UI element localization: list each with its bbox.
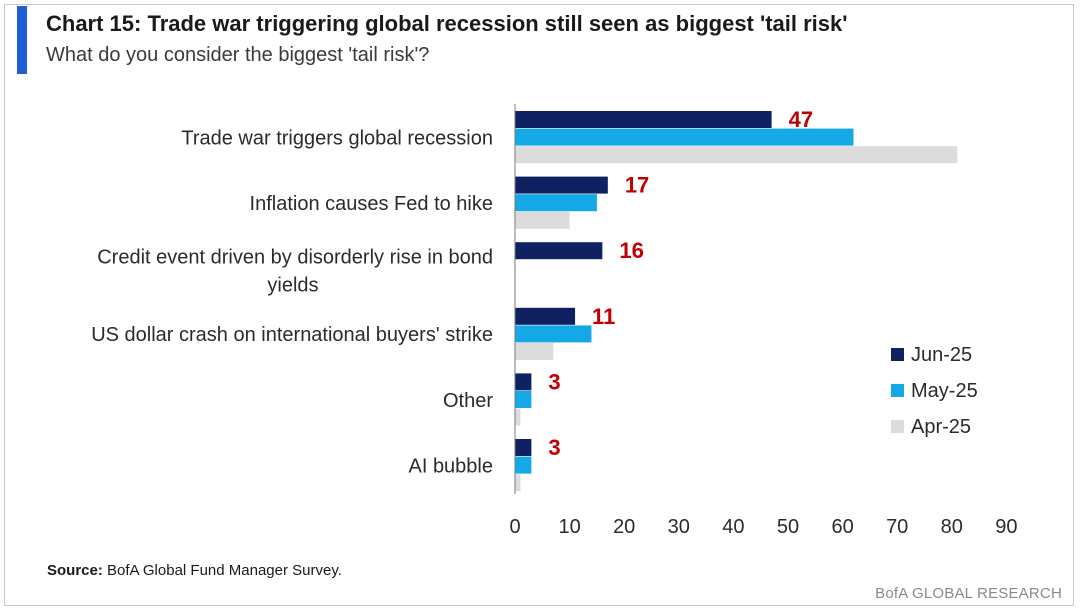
x-tick-0: 0 [509,516,520,538]
x-tick-30: 30 [668,516,690,538]
bar-jun-25-0 [515,111,772,128]
bar-apr-25-5 [515,474,521,492]
x-tick-labels: 0 10 20 30 40 50 60 70 80 90 [509,516,1017,538]
legend-swatch-may-25 [891,384,904,397]
title-accent-bar [17,6,27,74]
legend: Jun-25 May-25 Apr-25 [891,344,978,438]
x-tick-60: 60 [831,516,853,538]
bar-jun-25-4 [515,373,532,391]
legend-label-apr-25: Apr-25 [911,416,971,438]
legend-label-jun-25: Jun-25 [911,344,972,366]
category-label-4: Other [443,390,493,412]
x-tick-90: 90 [995,516,1017,538]
x-tick-40: 40 [722,516,744,538]
x-tick-50: 50 [777,516,799,538]
value-label-1: 17 [625,173,649,198]
bar-apr-25-4 [515,408,521,426]
value-label-0: 47 [789,107,813,132]
source-note: Source: BofA Global Fund Manager Survey. [47,562,342,579]
bars-group [515,111,958,492]
bar-jun-25-3 [515,307,576,325]
source-text: BofA Global Fund Manager Survey. [102,562,342,579]
bar-apr-25-3 [515,343,554,360]
bar-jun-25-5 [515,439,532,456]
x-tick-80: 80 [941,516,963,538]
category-label-2-line-0: Credit event driven by disorderly rise i… [97,247,493,269]
legend-swatch-jun-25 [891,348,904,361]
bar-jun-25-2 [515,242,603,260]
x-tick-20: 20 [613,516,635,538]
value-label-3: 11 [592,304,615,329]
category-label-0: Trade war triggers global recession [181,127,493,149]
brand-footer: BofA GLOBAL RESEARCH [875,585,1062,602]
category-label-5: AI bubble [408,455,493,477]
value-label-5: 3 [548,435,560,460]
chart-title: Chart 15: Trade war triggering global re… [46,11,848,36]
bar-may-25-5 [515,456,532,474]
value-label-4: 3 [548,369,560,394]
category-label-2-line-1: yields [267,275,318,297]
value-label-2: 16 [619,238,643,263]
bar-may-25-1 [515,194,597,212]
category-label-1: Inflation causes Fed to hike [250,193,493,215]
legend-swatch-apr-25 [891,420,904,433]
bar-jun-25-1 [515,176,608,194]
bar-may-25-3 [515,325,592,343]
chart-frame [4,4,1074,606]
category-labels: Trade war triggers global recession Infla… [91,127,493,477]
category-label-3: US dollar crash on international buyers'… [91,324,493,346]
x-tick-10: 10 [558,516,580,538]
bar-apr-25-1 [515,211,570,229]
bar-may-25-0 [515,128,854,146]
x-tick-70: 70 [886,516,908,538]
chart-subtitle: What do you consider the biggest 'tail r… [46,44,430,66]
bar-may-25-4 [515,391,532,408]
value-labels: 47 17 16 11 3 3 [548,107,813,460]
bar-apr-25-0 [515,146,958,164]
legend-label-may-25: May-25 [911,380,978,402]
source-label: Source: [47,562,103,579]
